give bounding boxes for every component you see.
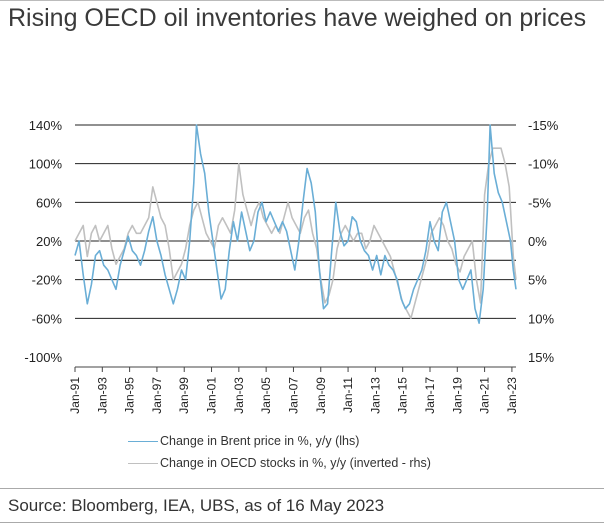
x-tick-label: Jan-05 (259, 377, 273, 414)
chart-area: 140% 100% 60% 20% -20% -60% -100% -15% -10% -5% 0… (24, 118, 559, 414)
legend-item-brent: Change in Brent price in %, y/y (lhs) (128, 430, 431, 452)
series-line-oecd (74, 147, 517, 320)
x-tick-label: Jan-97 (150, 377, 164, 414)
y-left-tick-label: 60% (36, 195, 62, 210)
y-right-tick-label: 10% (528, 311, 554, 326)
legend: Change in Brent price in %, y/y (lhs) Ch… (128, 430, 431, 474)
y-right-tick-label: 15% (528, 350, 554, 365)
legend-label-oecd: Change in OECD stocks in %, y/y (inverte… (160, 456, 431, 470)
y-left-tick-label: -60% (32, 311, 63, 326)
x-tick-label: Jan-23 (505, 377, 519, 414)
x-tick-label: Jan-17 (423, 377, 437, 414)
y-left-tick-label: -100% (24, 350, 62, 365)
legend-item-oecd: Change in OECD stocks in %, y/y (inverte… (128, 452, 431, 474)
top-rule (0, 0, 604, 1)
x-tick-label: Jan-09 (314, 377, 328, 414)
y-left-tick-label: -20% (32, 273, 63, 288)
x-tick-label: Jan-19 (450, 377, 464, 414)
y-left-tick-label: 100% (29, 157, 63, 172)
x-axis: Jan-91 Jan-93 Jan-95 Jan-97 Jan-99 Jan-01 Jan-… (68, 366, 519, 414)
right-axis: -15% -10% -5% 0% 5% 10% 15% (528, 118, 559, 365)
divider-bottom (0, 522, 604, 523)
x-tick-label: Jan-01 (205, 377, 219, 414)
x-tick-label: Jan-07 (286, 377, 300, 414)
x-tick-label: Jan-03 (232, 377, 246, 414)
y-right-tick-label: 5% (528, 273, 547, 288)
x-tick-label: Jan-15 (396, 377, 410, 414)
y-right-tick-label: -10% (528, 157, 559, 172)
series-line-brent (74, 124, 517, 325)
legend-swatch-oecd (128, 462, 158, 464)
x-tick-label: Jan-13 (368, 377, 382, 414)
y-left-tick-label: 20% (36, 234, 62, 249)
series-group (74, 124, 517, 325)
x-tick-label: Jan-95 (123, 377, 137, 414)
source-note: Source: Bloomberg, IEA, UBS, as of 16 Ma… (8, 496, 385, 515)
y-right-tick-label: -5% (528, 195, 552, 210)
y-right-tick-label: -15% (528, 118, 559, 133)
chart-title: Rising OECD oil inventories have weighed… (8, 4, 587, 32)
legend-label-brent: Change in Brent price in %, y/y (lhs) (160, 434, 360, 448)
y-right-tick-label: 0% (528, 234, 547, 249)
x-tick-label: Jan-93 (95, 377, 109, 414)
divider (0, 488, 604, 489)
x-tick-label: Jan-99 (177, 377, 191, 414)
y-left-tick-label: 140% (29, 118, 63, 133)
x-tick-label: Jan-21 (478, 377, 492, 414)
x-tick-label: Jan-11 (341, 377, 355, 413)
left-axis: 140% 100% 60% 20% -20% -60% -100% (24, 118, 62, 365)
x-tick-label: Jan-91 (68, 377, 82, 414)
legend-swatch-brent (128, 440, 158, 442)
